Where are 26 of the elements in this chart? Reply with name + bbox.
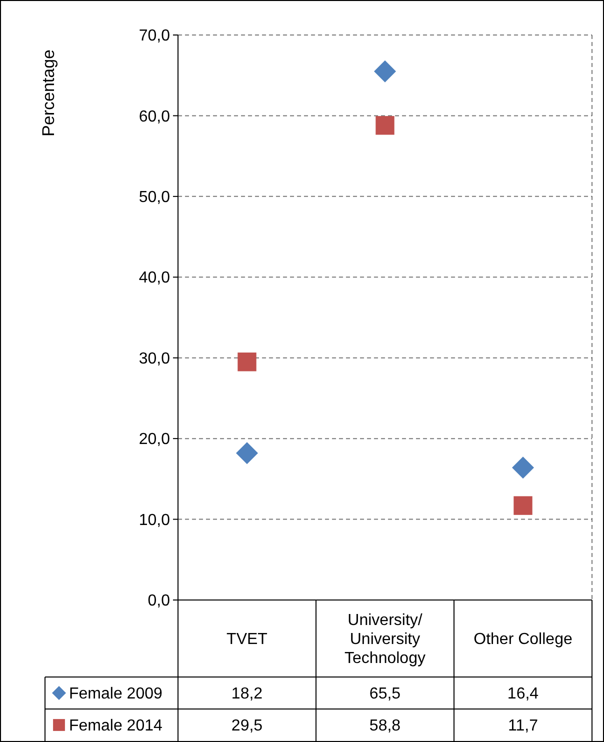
data-label: 65,5 [369, 686, 401, 703]
point [374, 60, 396, 82]
y-tick-label: 10,0 [138, 512, 170, 529]
y-axis-title: Percentage [39, 50, 58, 136]
data-label: 11,7 [508, 718, 538, 735]
x-tick-label: TVET [226, 631, 268, 648]
x-tick-label: Other College [474, 631, 572, 648]
data-label: 16,4 [507, 686, 539, 703]
y-tick-label: 0,0 [148, 592, 170, 610]
y-tick-label: 60,0 [138, 108, 170, 126]
point [376, 116, 394, 135]
y-tick-label: 70,0 [138, 28, 170, 45]
point [514, 496, 532, 515]
point [236, 442, 258, 464]
legend-label: Female 2014 [69, 718, 162, 735]
y-tick-label: 50,0 [138, 189, 170, 206]
point [512, 456, 534, 479]
point [238, 352, 256, 372]
y-tick-label: 30,0 [138, 350, 170, 368]
data-label: 58,8 [369, 718, 401, 735]
y-tick-label: 20,0 [138, 431, 170, 448]
y-tick-label: 40,0 [138, 270, 170, 287]
legend-label: Female 2009 [69, 686, 162, 703]
x-tick-label: University/ University Technology [344, 612, 426, 668]
data-label: 18,2 [231, 686, 263, 703]
data-label: 29,5 [231, 718, 263, 735]
